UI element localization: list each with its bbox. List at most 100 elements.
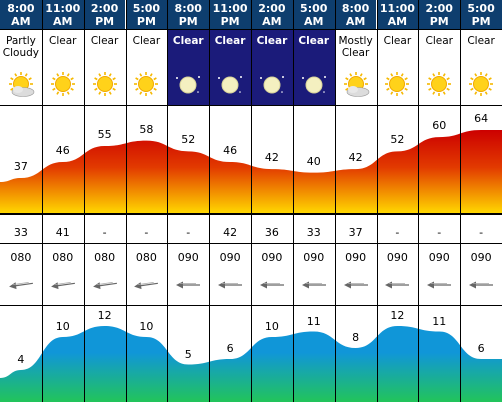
ampm-label: AM bbox=[53, 15, 73, 28]
condition-cell: Mostly Clear bbox=[334, 29, 377, 105]
column-divider bbox=[167, 0, 168, 402]
condition-label: Clear bbox=[256, 35, 288, 47]
column-divider bbox=[377, 0, 378, 402]
row-divider bbox=[0, 243, 502, 244]
time-label: 2:00 bbox=[425, 2, 453, 15]
ampm-label: PM bbox=[471, 15, 491, 28]
dewpoint-value: 33 bbox=[306, 226, 321, 239]
wind-direction-value: 080 bbox=[135, 251, 157, 264]
wind-direction-value: 090 bbox=[303, 251, 325, 264]
wind-speed-value: 5 bbox=[184, 347, 192, 361]
time-header: 8:00 AM bbox=[334, 0, 377, 29]
ampm-label: AM bbox=[304, 15, 324, 28]
time-header: 11:00 AM bbox=[41, 0, 84, 29]
wind-arrow-icon bbox=[9, 282, 33, 290]
moon-icon bbox=[259, 76, 284, 94]
wind-speed-value: 12 bbox=[97, 309, 112, 322]
wind-arrow-icon bbox=[259, 281, 284, 289]
dewpoint-value: - bbox=[144, 226, 149, 239]
time-header: 5:00 PM bbox=[125, 0, 168, 29]
sun-cloud-icon bbox=[8, 72, 35, 97]
time-label: 8:00 bbox=[7, 2, 35, 15]
time-label: 5:00 bbox=[467, 2, 495, 15]
temperature-value: 42 bbox=[264, 151, 279, 165]
dewpoint-value: 42 bbox=[223, 226, 238, 239]
temperature-value: 46 bbox=[223, 144, 238, 157]
temperature-value: 40 bbox=[306, 154, 321, 168]
moon-icon bbox=[176, 76, 201, 94]
wind-direction-value: 090 bbox=[345, 251, 367, 264]
sun-icon bbox=[134, 72, 159, 96]
dewpoint-value: - bbox=[479, 226, 484, 239]
wind-speed-value: 11 bbox=[306, 314, 321, 328]
wind-arrow-icon bbox=[301, 281, 326, 289]
wind-direction-value: 090 bbox=[428, 251, 450, 264]
condition-cell: Clear bbox=[418, 29, 461, 105]
condition-label: Clear bbox=[172, 35, 204, 47]
temperature-value: 37 bbox=[13, 160, 28, 173]
column-divider bbox=[335, 0, 336, 402]
wind-speed-value: 10 bbox=[139, 320, 154, 333]
dewpoint-value: - bbox=[102, 226, 107, 239]
wind-speed-value: 10 bbox=[264, 320, 279, 333]
sun-icon bbox=[469, 72, 494, 96]
column-divider bbox=[84, 0, 85, 402]
column-divider bbox=[293, 0, 294, 402]
condition-cell: Clear bbox=[376, 29, 419, 105]
wind-speed-value: 6 bbox=[477, 342, 485, 355]
condition-label: Clear bbox=[214, 35, 246, 47]
wind-speed-value: 8 bbox=[352, 331, 360, 344]
time-header: 11:00 AM bbox=[376, 0, 419, 29]
dewpoint-value: 36 bbox=[264, 226, 279, 239]
wind-direction-value: 090 bbox=[177, 251, 199, 264]
wind-direction-value: 090 bbox=[219, 251, 241, 264]
temperature-value: 58 bbox=[139, 122, 154, 136]
time-header: 11:00 PM bbox=[209, 0, 251, 29]
condition-label: Clear bbox=[467, 35, 495, 47]
wind-arrow-icon bbox=[92, 282, 117, 290]
condition-cell: Clear bbox=[460, 29, 502, 105]
wind-speed-value: 11 bbox=[432, 314, 447, 328]
time-label: 8:00 bbox=[341, 2, 370, 15]
dewpoint-value: - bbox=[395, 226, 400, 239]
wind-speed-value: 4 bbox=[17, 353, 25, 366]
row-divider bbox=[0, 213, 502, 214]
temperature-value: 52 bbox=[181, 133, 196, 147]
wind-speed-value: 6 bbox=[226, 342, 234, 355]
temperature-value: 42 bbox=[348, 151, 363, 165]
row-divider bbox=[0, 29, 502, 30]
dewpoint-value: 41 bbox=[55, 226, 70, 239]
condition-cell: Clear bbox=[292, 29, 335, 105]
wind-speed-value: 12 bbox=[390, 309, 405, 322]
wind-arrow-icon bbox=[343, 281, 368, 289]
ampm-label: PM bbox=[95, 15, 115, 28]
wind-arrow-icon bbox=[50, 282, 75, 290]
row-divider bbox=[0, 214, 502, 215]
time-label: 5:00 bbox=[132, 2, 161, 15]
temperature-value: 55 bbox=[97, 128, 112, 141]
wind-arrow-icon bbox=[218, 281, 243, 289]
condition-cell: Clear bbox=[167, 29, 210, 105]
time-label: 11:00 bbox=[212, 2, 248, 15]
condition-cell: Clear bbox=[251, 29, 293, 105]
wind-arrow-icon bbox=[176, 281, 201, 289]
temperature-value: 46 bbox=[55, 144, 70, 157]
dewpoint-value: 37 bbox=[348, 226, 363, 239]
ampm-label: PM bbox=[178, 15, 198, 28]
ampm-label: AM bbox=[345, 15, 366, 28]
temperature-value: 60 bbox=[432, 119, 447, 133]
wind-direction-value: 090 bbox=[261, 251, 283, 264]
condition-cell: Clear bbox=[83, 29, 126, 105]
ampm-label: AM bbox=[11, 15, 31, 28]
wind-direction-value: 090 bbox=[386, 251, 408, 264]
wind-arrow-icon bbox=[427, 281, 452, 289]
wind-direction-value: 080 bbox=[94, 251, 116, 264]
condition-label: Clear bbox=[298, 35, 330, 47]
time-label: 11:00 bbox=[379, 2, 415, 15]
time-label: 5:00 bbox=[300, 2, 328, 15]
column-divider bbox=[42, 0, 43, 402]
dewpoint-value: - bbox=[186, 226, 191, 239]
time-header: 8:00 PM bbox=[167, 0, 210, 29]
temperature-value: 52 bbox=[390, 133, 405, 147]
